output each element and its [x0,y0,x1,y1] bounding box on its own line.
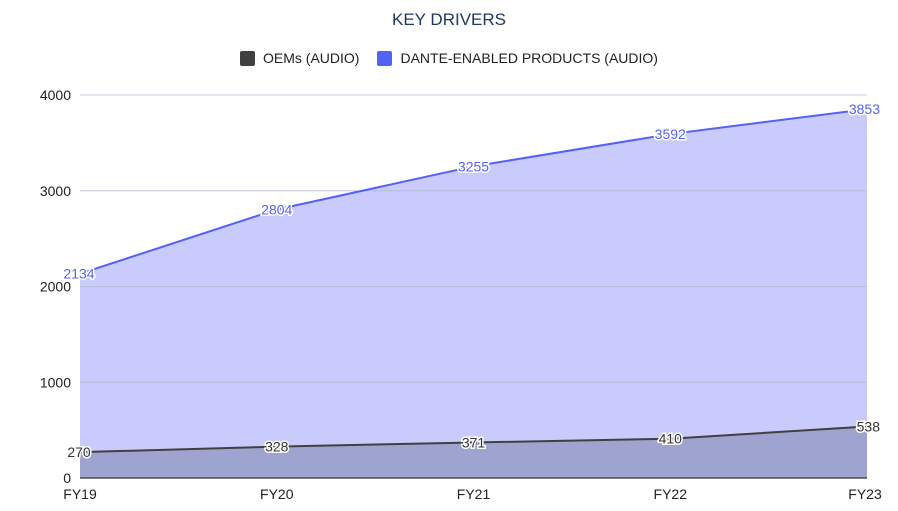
series-line-oems [79,425,868,454]
data-label-oems-fy22: 410 [659,431,683,447]
legend-item-oems: OEMs (AUDIO) [240,50,359,66]
series-line-dante [79,108,868,275]
chart-title: KEY DRIVERS [391,10,506,29]
data-label-oems-fy21: 371 [462,434,486,450]
legend-label-dante: DANTE-ENABLED PRODUCTS (AUDIO) [400,50,658,66]
legend-swatch-dante [377,50,393,66]
legend-item-dante: DANTE-ENABLED PRODUCTS (AUDIO) [377,50,658,66]
data-label-oems-fy23: 538 [857,418,881,434]
data-label-dante-fy23: 3853 [849,101,880,117]
data-label-dante-fy22: 3592 [655,126,686,142]
area-dante [80,109,867,478]
y-tick-label-1000: 1000 [40,374,71,390]
x-tick-label-fy21: FY21 [457,486,491,502]
y-tick-label-2000: 2000 [40,279,71,295]
x-tick-label-fy23: FY23 [848,486,882,502]
y-tick-label-0: 0 [63,470,71,486]
data-label-dante-fy20: 2804 [261,202,292,218]
data-label-oems-fy20: 328 [265,439,289,455]
y-tick-label-3000: 3000 [40,183,71,199]
legend: OEMs (AUDIO) DANTE-ENABLED PRODUCTS (AUD… [0,50,898,66]
data-label-dante-fy21: 3255 [458,158,489,174]
data-label-oems-fy19: 270 [67,444,91,460]
legend-swatch-oems [240,50,256,66]
x-tick-label-fy19: FY19 [63,486,97,502]
legend-label-oems: OEMs (AUDIO) [263,50,360,66]
x-tick-label-fy20: FY20 [260,486,294,502]
data-label-dante-fy19: 2134 [63,266,94,282]
x-tick-label-fy22: FY22 [654,486,688,502]
y-tick-label-4000: 4000 [40,87,71,103]
